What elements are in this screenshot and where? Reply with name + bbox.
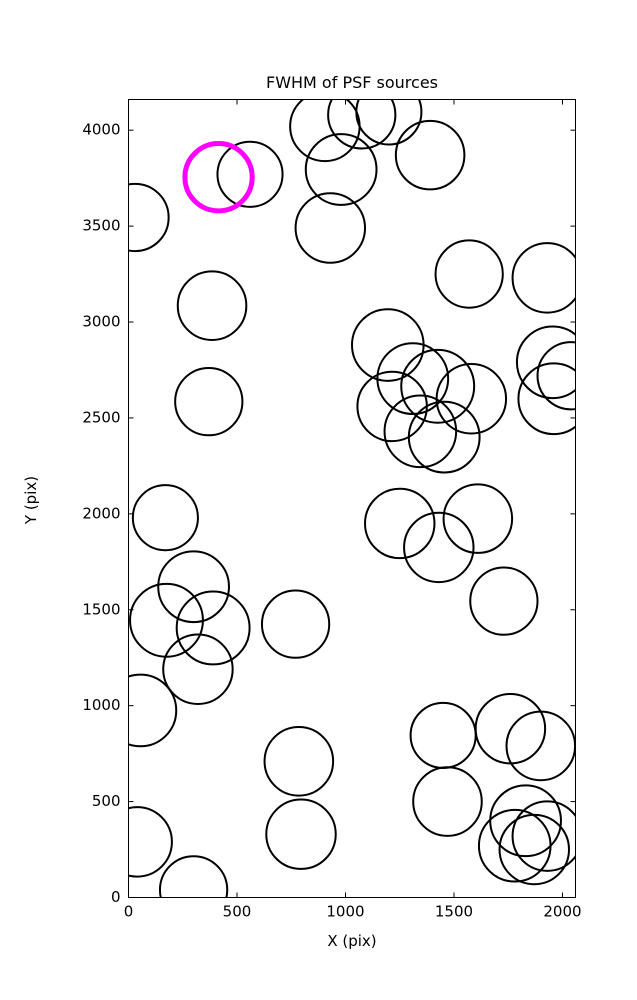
psf-source-marker — [536, 341, 576, 411]
psf-source-marker — [294, 192, 367, 264]
x-axis-ticks: 0 500 1000 1500 2000 — [124, 99, 582, 921]
psf-source-marker — [260, 589, 331, 659]
psf-source-marker — [511, 800, 576, 872]
psf-source-marker — [442, 483, 514, 554]
y-tick-label: 0 — [111, 888, 121, 906]
plot-frame — [128, 99, 576, 898]
y-tick-label: 3000 — [82, 313, 120, 331]
x-tick-label: 1000 — [326, 903, 364, 921]
psf-source-marker — [412, 766, 483, 837]
psf-source-marker — [128, 673, 178, 748]
psf-markers-group — [128, 99, 576, 898]
psf-source-marker — [394, 119, 466, 191]
psf-source-marker — [515, 325, 576, 400]
y-axis-label: Y (pix) — [22, 476, 40, 525]
psf-source-marker — [176, 270, 248, 341]
y-tick-label: 1500 — [82, 600, 120, 618]
chart-title: FWHM of PSF sources — [266, 73, 438, 92]
x-tick-label: 0 — [124, 903, 134, 921]
psf-source-marker — [409, 701, 477, 769]
psf-source-marker — [263, 726, 335, 797]
psf-source-marker — [511, 242, 576, 314]
psf-source-marker — [435, 363, 508, 435]
y-tick-label: 2000 — [82, 504, 120, 522]
psf-source-marker — [434, 239, 504, 309]
psf-source-marker — [517, 362, 576, 436]
psf-source-marker — [403, 511, 475, 584]
plot-border — [128, 99, 576, 898]
psf-source-marker — [128, 806, 173, 878]
psf-source-marker — [364, 487, 436, 560]
psf-source-marker — [129, 582, 204, 658]
psf-source-marker — [131, 484, 199, 552]
psf-source-marker — [162, 633, 234, 705]
psf-source-marker — [327, 99, 397, 150]
psf-source-marker — [174, 367, 244, 437]
psf-source-marker — [351, 308, 425, 382]
psf-source-marker — [505, 710, 576, 782]
y-tick-label: 2500 — [82, 408, 120, 426]
psf-source-marker — [265, 798, 337, 870]
chart-title-group: FWHM of PSF sources — [266, 73, 438, 92]
psf-source-marker-highlighted — [182, 141, 255, 214]
psf-source-marker — [498, 813, 570, 886]
x-tick-label: 2000 — [543, 903, 581, 921]
psf-source-marker — [469, 566, 539, 636]
psf-source-marker — [489, 784, 562, 858]
psf-source-marker — [216, 140, 284, 208]
y-axis-ticks: 0 500 1000 1500 2000 2500 3000 3500 4000 — [82, 121, 576, 906]
psf-source-marker — [407, 400, 481, 474]
psf-source-marker — [157, 550, 230, 624]
y-tick-label: 3500 — [82, 217, 120, 235]
psf-source-marker — [175, 590, 251, 666]
x-tick-label: 500 — [223, 903, 252, 921]
x-axis-label: X (pix) — [327, 932, 376, 950]
y-tick-label: 500 — [92, 792, 121, 810]
y-tick-label: 1000 — [82, 696, 120, 714]
psf-source-marker — [289, 99, 361, 163]
x-tick-label: 1500 — [435, 903, 473, 921]
y-tick-label: 4000 — [82, 121, 120, 139]
psf-source-marker — [355, 99, 423, 146]
psf-source-marker — [158, 855, 229, 898]
psf-source-marker — [400, 348, 476, 424]
psf-source-marker — [128, 182, 170, 253]
psf-source-marker — [383, 394, 458, 469]
psf-source-marker — [304, 133, 378, 206]
